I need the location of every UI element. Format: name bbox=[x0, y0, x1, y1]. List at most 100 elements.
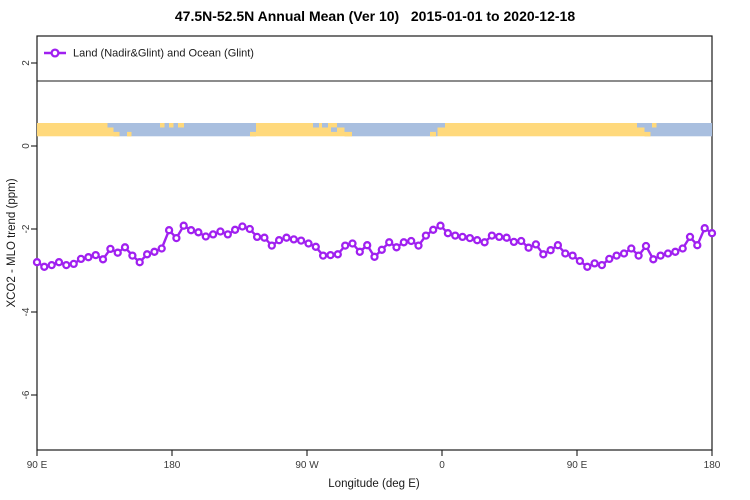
data-point bbox=[113, 248, 122, 257]
plot-border bbox=[36, 35, 713, 451]
data-point bbox=[612, 251, 621, 260]
legend-marker-icon bbox=[44, 48, 66, 58]
data-point bbox=[568, 251, 577, 260]
data-point bbox=[84, 253, 93, 262]
map-strip-detail bbox=[637, 123, 645, 128]
y-tick-label: 2 bbox=[21, 60, 32, 66]
data-point bbox=[348, 239, 357, 248]
map-strip-detail bbox=[250, 131, 256, 137]
data-point bbox=[157, 244, 166, 253]
data-point bbox=[304, 239, 313, 248]
data-point bbox=[40, 262, 49, 271]
x-tick-label: 0 bbox=[439, 460, 445, 471]
map-strip-detail bbox=[107, 123, 114, 128]
map-strip-detail bbox=[644, 131, 651, 137]
map-strip-detail bbox=[331, 127, 337, 132]
data-point bbox=[487, 231, 497, 240]
data-point bbox=[91, 250, 100, 260]
data-point bbox=[546, 246, 555, 255]
data-point bbox=[289, 235, 298, 244]
map-strip-segment bbox=[113, 123, 256, 137]
chart-title: 47.5N-52.5N Annual Mean (Ver 10) 2015-01… bbox=[174, 8, 576, 24]
data-point bbox=[120, 243, 130, 252]
x-tick-label: 90 E bbox=[567, 460, 588, 471]
data-point bbox=[700, 224, 709, 233]
map-strip-detail bbox=[344, 131, 352, 137]
data-point bbox=[649, 255, 658, 264]
data-point bbox=[223, 230, 232, 239]
data-point bbox=[216, 227, 225, 236]
map-strip-detail bbox=[127, 131, 132, 137]
map-strip-detail bbox=[337, 123, 345, 128]
data-point bbox=[663, 249, 673, 258]
map-strip-segment bbox=[644, 123, 712, 137]
data-point bbox=[186, 226, 196, 235]
data-point bbox=[135, 258, 144, 267]
data-point bbox=[311, 242, 320, 251]
data-point bbox=[32, 258, 42, 267]
x-axis: 90 E 180 90 W 0 90 E 180 Longitude (deg … bbox=[27, 450, 721, 490]
data-point bbox=[553, 241, 563, 250]
data-point bbox=[238, 222, 247, 231]
data-point bbox=[495, 232, 504, 242]
data-point bbox=[98, 255, 108, 264]
data-point bbox=[480, 238, 489, 247]
data-point bbox=[260, 233, 269, 242]
data-point bbox=[106, 244, 115, 254]
data-point bbox=[150, 247, 159, 256]
y-tick-label: -2 bbox=[21, 224, 32, 233]
map-strip-detail bbox=[169, 123, 174, 128]
data-point bbox=[451, 231, 460, 240]
data-point bbox=[539, 250, 548, 259]
data-point bbox=[685, 232, 695, 242]
data-point bbox=[678, 244, 687, 253]
data-point bbox=[128, 251, 137, 260]
data-point bbox=[76, 254, 86, 264]
y-tick-label: -6 bbox=[21, 390, 32, 399]
data-point bbox=[370, 252, 379, 261]
data-point bbox=[392, 243, 401, 252]
legend: Land (Nadir&Glint) and Ocean (Glint) bbox=[44, 48, 254, 60]
data-point bbox=[458, 232, 467, 242]
data-point bbox=[443, 229, 453, 238]
map-strip-segment bbox=[37, 123, 114, 137]
data-point bbox=[634, 251, 643, 260]
y-axis-title: XCO2 - MLO trend (ppm) bbox=[6, 178, 18, 307]
data-point bbox=[524, 243, 533, 252]
map-strip-detail bbox=[313, 123, 319, 128]
data-point bbox=[282, 233, 291, 242]
data-point bbox=[318, 251, 328, 260]
data-point bbox=[590, 259, 599, 268]
data-point bbox=[641, 241, 651, 251]
x-tick-label: 90 W bbox=[295, 460, 319, 471]
data-point bbox=[201, 232, 210, 241]
data-point bbox=[296, 236, 306, 245]
data-point bbox=[245, 224, 254, 234]
data-point bbox=[473, 236, 482, 245]
data-point bbox=[47, 260, 56, 270]
map-strip-detail bbox=[248, 123, 256, 128]
x-tick-label: 180 bbox=[164, 460, 181, 471]
data-point bbox=[517, 236, 526, 246]
data-point bbox=[377, 245, 386, 254]
data-point bbox=[399, 238, 408, 247]
data-point bbox=[363, 241, 372, 250]
data-point bbox=[230, 225, 240, 234]
trend-series bbox=[32, 221, 717, 271]
data-point bbox=[656, 251, 665, 260]
data-point bbox=[509, 237, 519, 247]
data-point bbox=[597, 260, 607, 270]
data-point bbox=[575, 256, 585, 266]
data-point bbox=[341, 241, 350, 250]
data-point bbox=[407, 236, 416, 246]
map-strip bbox=[37, 123, 712, 137]
data-point bbox=[333, 250, 342, 259]
y-axis: 2 0 -2 -4 -6 XCO2 - MLO trend (ppm) bbox=[6, 60, 37, 399]
data-point bbox=[465, 233, 475, 243]
data-point bbox=[707, 229, 717, 238]
data-point bbox=[179, 221, 188, 230]
map-strip-detail bbox=[113, 131, 120, 137]
data-point bbox=[164, 226, 174, 235]
y-tick-label: 0 bbox=[21, 143, 32, 149]
